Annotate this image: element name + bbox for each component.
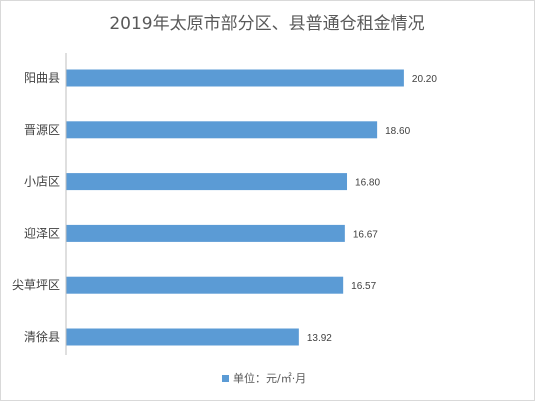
category-tick-label: 小店区 [24, 175, 60, 189]
bar [66, 121, 378, 139]
category-tick-label: 清徐县 [24, 329, 60, 344]
data-label: 13.92 [307, 333, 332, 344]
bar [66, 276, 344, 294]
category-tick-label: 阳曲县 [24, 71, 60, 85]
category-tick-label: 尖草坪区 [12, 278, 60, 292]
legend-label: 单位：元/㎡·月 [233, 371, 306, 385]
data-label: 16.80 [355, 178, 380, 189]
data-label: 18.60 [385, 126, 410, 137]
data-label: 16.67 [353, 229, 378, 240]
data-label: 20.20 [412, 74, 437, 85]
chart-title: 2019年太原市部分区、县普通仓租金情况 [109, 14, 424, 34]
bar [66, 224, 345, 242]
plot-area: 阳曲县 20.20 晋源区 18.60 小店区 16.80 迎泽区 16.67 尖草坪区 16.5… [12, 69, 437, 346]
bar [66, 173, 348, 191]
data-label: 16.57 [351, 281, 376, 292]
bar [66, 328, 299, 346]
legend: 单位：元/㎡·月 [222, 371, 306, 385]
bar [66, 69, 404, 87]
legend-swatch [222, 375, 229, 382]
category-tick-label: 迎泽区 [24, 226, 60, 240]
category-tick-label: 晋源区 [24, 123, 60, 137]
